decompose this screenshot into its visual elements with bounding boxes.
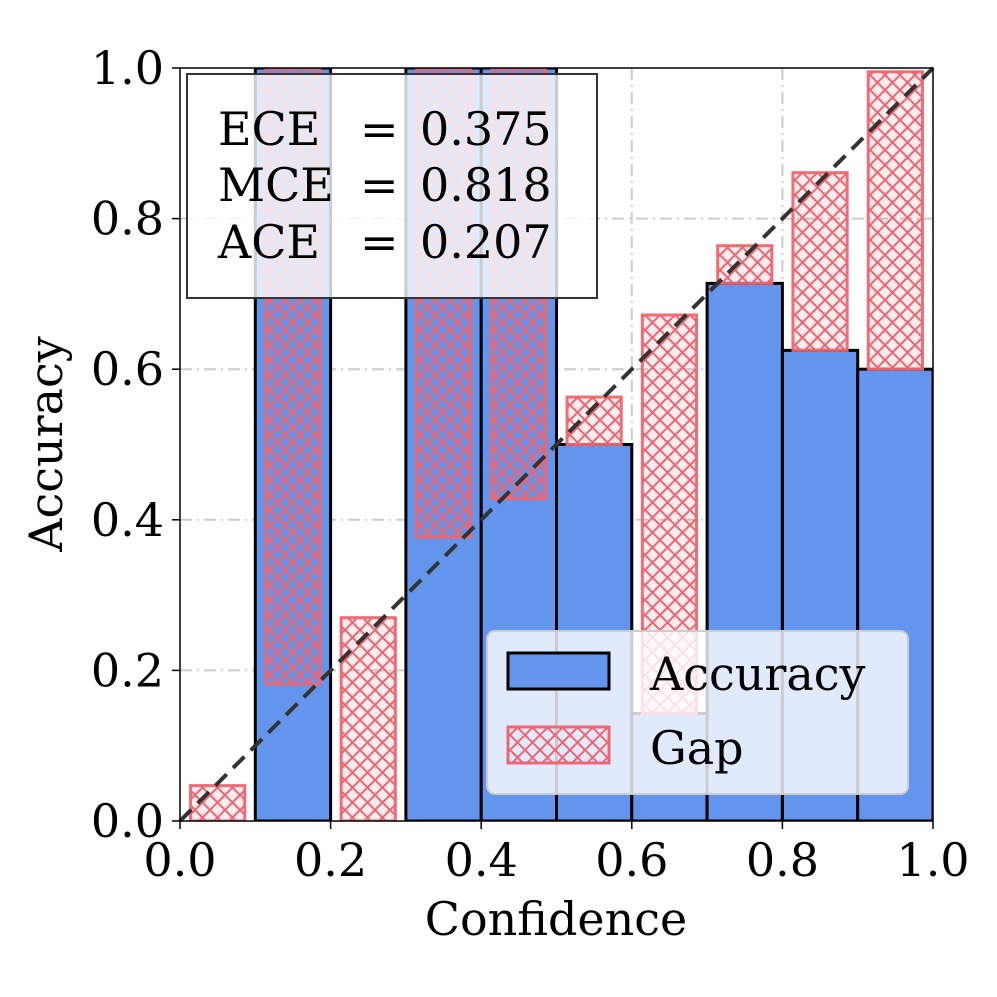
axis-ticks: 0.0 0.2 0.4 0.6 0.8 1.0 0.0 0.2 0.4 0.6 0.8 1.0 — [91, 41, 970, 887]
legend-gap-swatch — [506, 725, 611, 765]
x-tick-label: 0.2 — [294, 833, 367, 887]
x-tick-label: 0.0 — [143, 833, 216, 887]
legend-gap-label: Gap — [650, 721, 744, 775]
y-tick-label: 0.8 — [91, 192, 164, 246]
y-tick-label: 1.0 — [91, 41, 164, 95]
metrics-box: ECE = 0.375 MCE = 0.818 ACE = 0.207 — [186, 73, 598, 299]
y-tick-label: 0.0 — [91, 794, 164, 848]
gap-bar — [189, 784, 247, 821]
y-tick-label: 0.6 — [91, 342, 164, 396]
y-tick-label: 0.2 — [91, 643, 164, 697]
x-tick-label: 0.8 — [746, 833, 819, 887]
x-axis-label: Confidence — [425, 892, 687, 946]
metric-label: ECE — [218, 102, 320, 156]
x-tick-label: 0.6 — [595, 833, 668, 887]
metric-label: ACE — [217, 215, 320, 269]
gap-bar — [791, 171, 849, 352]
metric-value: 0.375 — [420, 102, 552, 156]
gap-bar — [866, 70, 924, 371]
legend: Accuracy Gap — [486, 630, 909, 795]
legend-accuracy-label: Accuracy — [649, 647, 866, 701]
metric-equals: = — [360, 158, 399, 212]
x-tick-label: 1.0 — [896, 833, 969, 887]
metric-equals: = — [360, 215, 399, 269]
gap-bar — [716, 244, 774, 285]
metric-value: 0.818 — [420, 158, 552, 212]
perfect-calibration-line — [178, 66, 935, 823]
x-tick-label: 0.4 — [445, 833, 518, 887]
plot-frame — [179, 67, 934, 822]
gap-bar — [339, 616, 397, 821]
metric-label: MCE — [218, 158, 334, 212]
y-axis-label: Accuracy — [19, 336, 73, 553]
y-tick-label: 0.4 — [91, 493, 164, 547]
legend-accuracy-swatch — [506, 651, 611, 691]
metric-value: 0.207 — [420, 215, 552, 269]
metric-equals: = — [360, 102, 399, 156]
